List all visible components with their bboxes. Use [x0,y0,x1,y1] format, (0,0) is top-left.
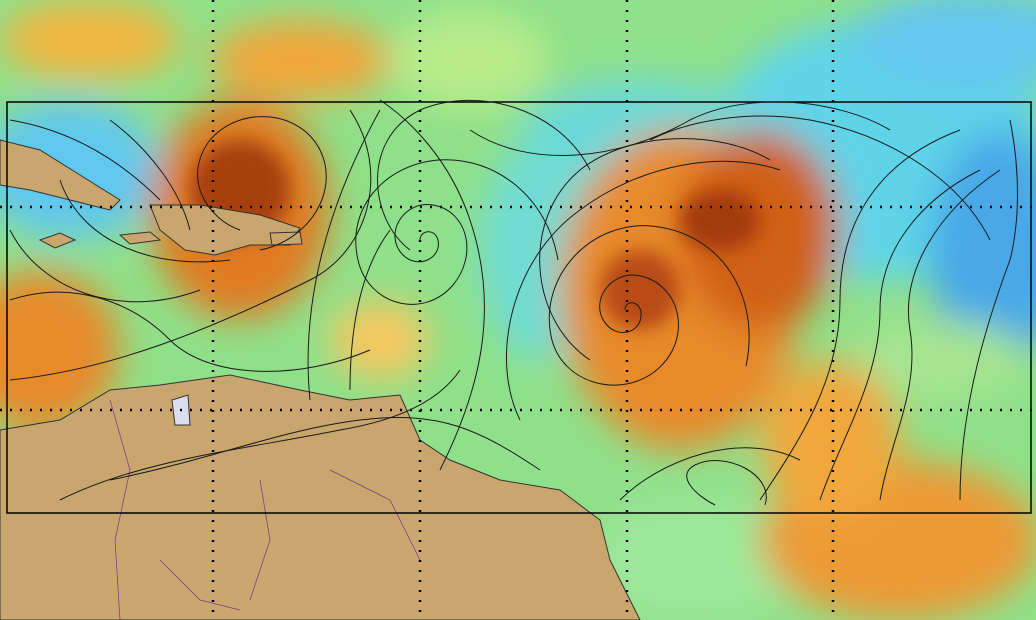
domain-box [6,101,1032,514]
streamlines [9,99,1018,506]
land [0,139,641,620]
